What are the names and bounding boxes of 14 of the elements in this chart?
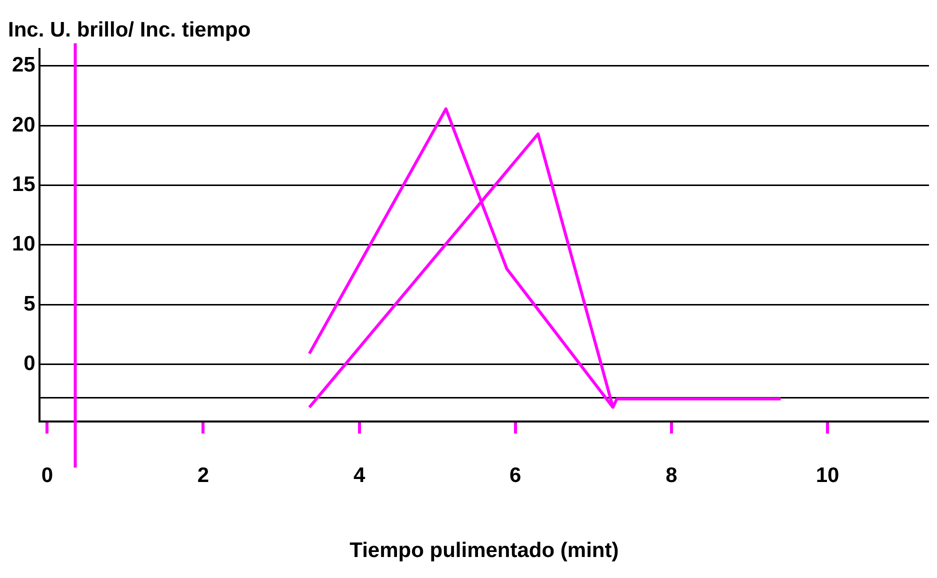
x-tick-label: 2	[197, 464, 210, 487]
x-tick-label: 0	[41, 464, 54, 487]
y-tick-label: 20	[12, 113, 36, 136]
y-tick-label: 0	[24, 352, 36, 376]
x-tick-label: 10	[816, 464, 840, 487]
x-axis-title: Tiempo pulimentado (mint)	[350, 539, 619, 562]
y-tick-label: 25	[12, 54, 36, 77]
y-tick-label: 5	[24, 292, 36, 316]
x-tick-label: 8	[666, 464, 678, 487]
y-tick-label: 10	[12, 232, 36, 256]
chart-title: Inc. U. brillo/ Inc. tiempo	[8, 18, 251, 42]
x-tick-label: 4	[353, 464, 366, 487]
x-tick-label: 6	[510, 464, 522, 487]
y-tick-label: 15	[12, 173, 36, 196]
